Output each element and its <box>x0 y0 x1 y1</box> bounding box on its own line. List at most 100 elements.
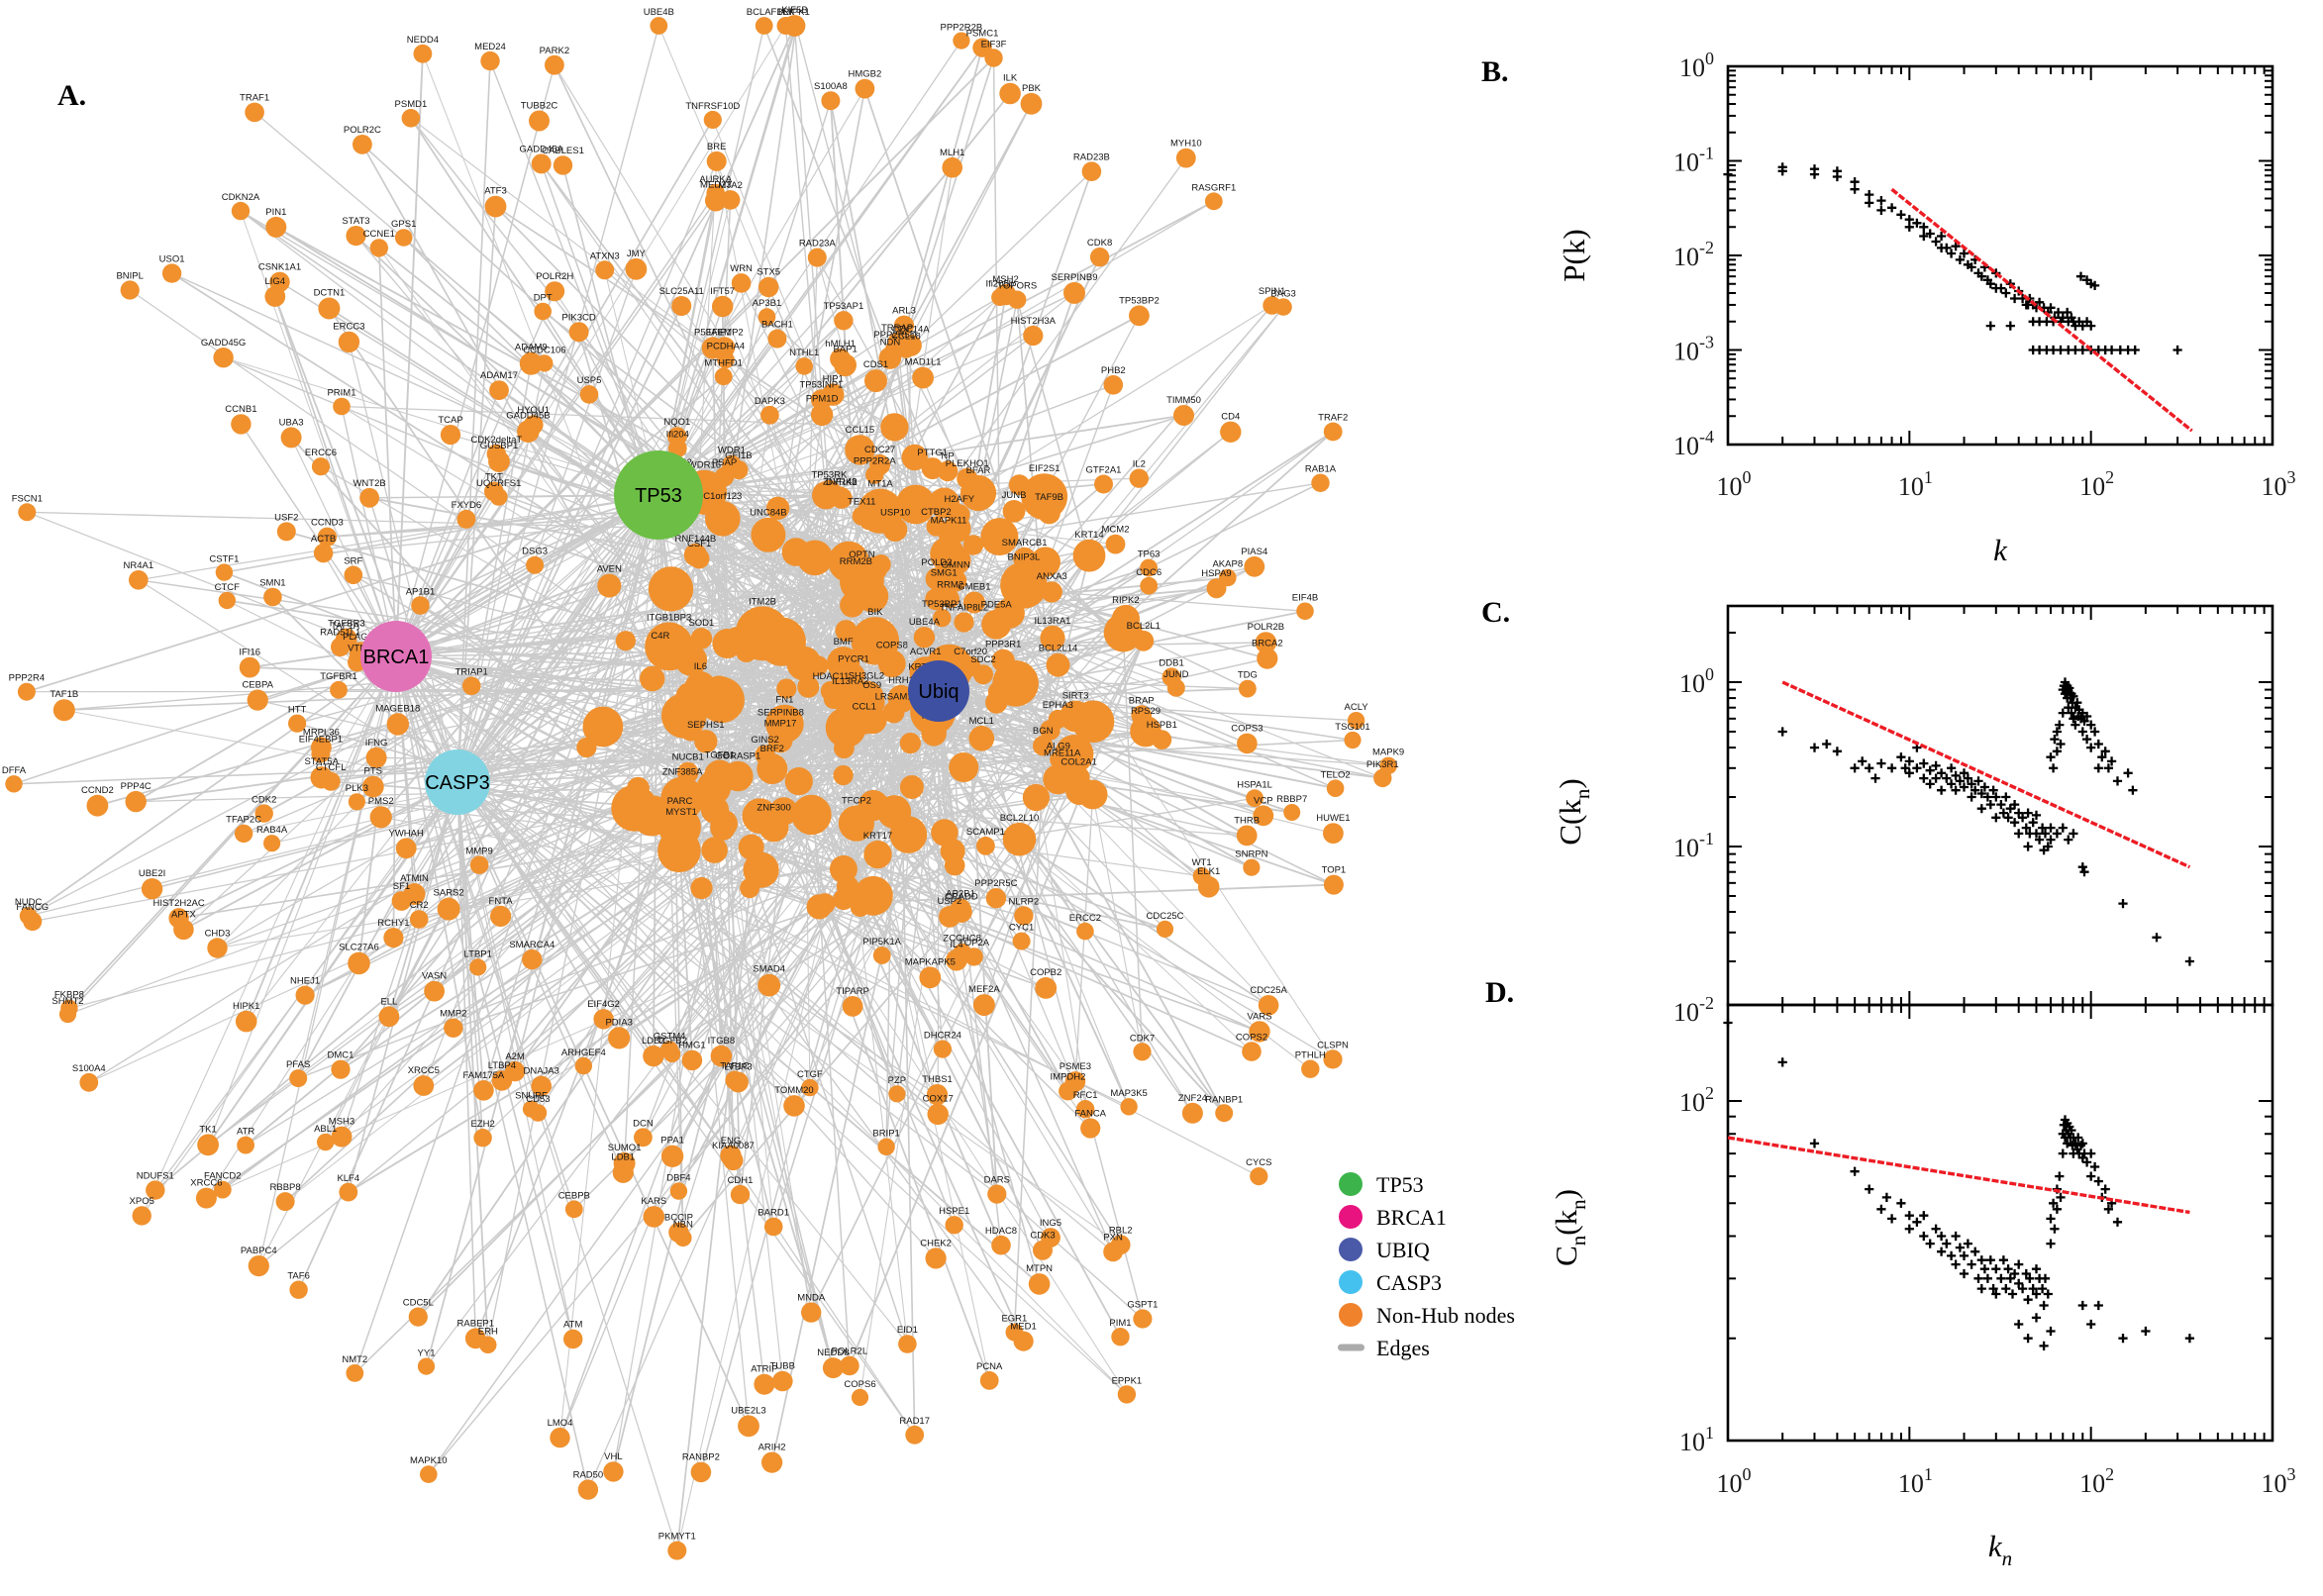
network-node[interactable] <box>311 737 332 758</box>
network-node[interactable] <box>660 1145 684 1168</box>
hub-node-brca1[interactable] <box>360 621 432 692</box>
network-node[interactable] <box>263 587 282 607</box>
network-node[interactable] <box>348 951 370 975</box>
network-node[interactable] <box>597 573 622 598</box>
network-node[interactable] <box>858 790 889 822</box>
network-node[interactable] <box>776 678 797 699</box>
network-node[interactable] <box>213 1180 232 1199</box>
network-node[interactable] <box>1094 474 1113 494</box>
network-node[interactable] <box>473 1129 492 1147</box>
hub-node-casp3[interactable] <box>425 749 490 815</box>
network-node[interactable] <box>878 347 902 369</box>
network-node[interactable] <box>1283 804 1301 821</box>
network-node[interactable] <box>608 1027 631 1049</box>
network-node[interactable] <box>218 591 236 610</box>
network-node[interactable] <box>690 628 713 649</box>
network-node[interactable] <box>972 994 995 1017</box>
network-node[interactable] <box>833 888 855 911</box>
network-node[interactable] <box>1046 652 1070 677</box>
network-node[interactable] <box>643 1045 664 1067</box>
network-node[interactable] <box>490 905 512 928</box>
network-node[interactable] <box>1129 468 1150 488</box>
network-node[interactable] <box>331 1126 353 1147</box>
network-node[interactable] <box>1023 325 1044 347</box>
network-node[interactable] <box>1002 822 1037 856</box>
network-node[interactable] <box>1140 558 1158 577</box>
network-node[interactable] <box>962 535 984 555</box>
network-node[interactable] <box>801 1078 819 1097</box>
network-node[interactable] <box>717 350 735 369</box>
network-node[interactable] <box>945 566 965 587</box>
network-node[interactable] <box>582 706 624 748</box>
network-node[interactable] <box>728 1071 749 1093</box>
network-node[interactable] <box>195 1187 217 1209</box>
network-node[interactable] <box>469 855 489 874</box>
network-node[interactable] <box>690 1461 712 1483</box>
network-node[interactable] <box>237 1136 254 1154</box>
network-node[interactable] <box>899 733 922 754</box>
network-node[interactable] <box>534 302 552 321</box>
network-node[interactable] <box>1089 248 1110 267</box>
network-node[interactable] <box>895 484 936 525</box>
network-node[interactable] <box>951 901 972 923</box>
network-node[interactable] <box>346 1364 364 1382</box>
network-node[interactable] <box>269 271 290 292</box>
network-node[interactable] <box>987 1184 1007 1204</box>
network-node[interactable] <box>1012 932 1031 950</box>
network-node[interactable] <box>925 1247 947 1269</box>
network-node[interactable] <box>683 543 708 567</box>
network-node[interactable] <box>767 329 787 349</box>
network-node[interactable] <box>1030 547 1061 577</box>
network-node[interactable] <box>522 948 543 970</box>
network-node[interactable] <box>855 78 875 99</box>
network-node[interactable] <box>754 1373 775 1395</box>
network-node[interactable] <box>650 17 668 35</box>
network-node[interactable] <box>545 281 565 302</box>
network-node[interactable] <box>120 280 140 300</box>
network-node[interactable] <box>755 17 773 35</box>
network-node[interactable] <box>625 257 648 280</box>
network-node[interactable] <box>925 588 948 611</box>
network-node[interactable] <box>248 1255 269 1277</box>
network-node[interactable] <box>461 676 481 696</box>
network-node[interactable] <box>930 537 965 572</box>
network-node[interactable] <box>812 481 841 510</box>
network-node[interactable] <box>489 380 509 400</box>
network-node[interactable] <box>710 1045 733 1067</box>
network-node[interactable] <box>872 947 891 964</box>
network-node[interactable] <box>386 713 409 736</box>
network-node[interactable] <box>1242 1042 1262 1061</box>
network-node[interactable] <box>339 1182 358 1202</box>
network-node[interactable] <box>129 570 149 590</box>
network-node[interactable] <box>215 563 234 581</box>
network-node[interactable] <box>1323 1049 1343 1069</box>
network-node[interactable] <box>1166 678 1185 697</box>
network-node[interactable] <box>701 675 738 712</box>
network-node[interactable] <box>86 794 109 817</box>
network-node[interactable] <box>161 263 182 283</box>
network-node[interactable] <box>1204 192 1223 211</box>
network-node[interactable] <box>869 453 891 475</box>
network-node[interactable] <box>1020 92 1043 115</box>
network-node[interactable] <box>359 487 379 508</box>
network-node[interactable] <box>235 1010 257 1033</box>
network-node[interactable] <box>980 518 1019 556</box>
network-node[interactable] <box>631 795 672 837</box>
network-node[interactable] <box>125 790 147 813</box>
network-node[interactable] <box>330 680 348 699</box>
network-node[interactable] <box>640 665 665 692</box>
network-node[interactable] <box>295 985 315 1005</box>
network-node[interactable] <box>612 1161 634 1183</box>
network-node[interactable] <box>899 775 924 799</box>
network-node[interactable] <box>1220 421 1242 443</box>
network-node[interactable] <box>526 555 545 574</box>
network-node[interactable] <box>821 91 841 111</box>
network-node[interactable] <box>1246 789 1263 808</box>
network-node[interactable] <box>919 966 942 989</box>
network-node[interactable] <box>265 216 287 238</box>
network-node[interactable] <box>905 1425 925 1445</box>
network-node[interactable] <box>634 1128 653 1147</box>
network-node[interactable] <box>531 153 552 174</box>
network-node[interactable] <box>877 1138 895 1156</box>
network-node[interactable] <box>1133 1043 1152 1061</box>
